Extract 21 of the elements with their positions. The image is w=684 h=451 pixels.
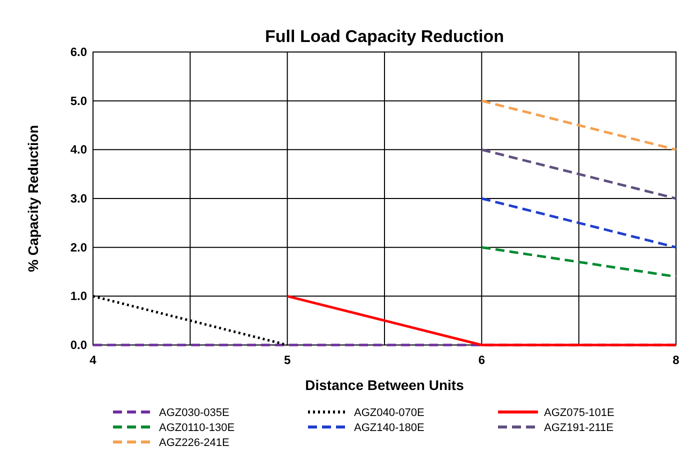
y-tick-label: 5.0 — [70, 94, 88, 108]
legend-label: AGZ226-241E — [159, 437, 230, 449]
y-tick-label: 4.0 — [70, 142, 88, 157]
y-tick-label: 0.0 — [70, 338, 88, 352]
y-tick-label: 1.0 — [70, 289, 88, 304]
x-tick-label: 6 — [478, 353, 486, 367]
legend-label: AGZ075-101E — [544, 407, 614, 419]
legend-label: AGZ0110-130E — [159, 422, 235, 434]
x-tick-label: 5 — [284, 353, 291, 367]
chart-title: Full Load Capacity Reduction — [265, 27, 504, 46]
legend-label: AGZ030-035E — [159, 407, 230, 419]
legend-label: AGZ140-180E — [354, 422, 424, 434]
legend-label: AGZ040-070E — [354, 407, 424, 419]
x-tick-label: 8 — [672, 353, 680, 367]
y-tick-label: 6.0 — [70, 45, 88, 59]
y-axis-title: % Capacity Reduction — [25, 124, 41, 272]
x-tick-label: 4 — [90, 353, 97, 367]
x-axis-title: Distance Between Units — [305, 377, 464, 393]
y-tick-label: 3.0 — [70, 192, 88, 206]
y-tick-label: 2.0 — [70, 240, 88, 254]
legend-label: AGZ191-211E — [544, 422, 614, 434]
